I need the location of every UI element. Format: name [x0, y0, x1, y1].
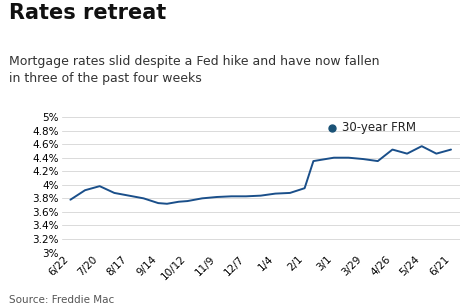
Text: 30-year FRM: 30-year FRM — [342, 121, 416, 134]
Text: Mortgage rates slid despite a Fed hike and have now fallen
in three of the past : Mortgage rates slid despite a Fed hike a… — [9, 55, 380, 85]
Text: Source: Freddie Mac: Source: Freddie Mac — [9, 295, 115, 305]
Text: Rates retreat: Rates retreat — [9, 3, 167, 23]
